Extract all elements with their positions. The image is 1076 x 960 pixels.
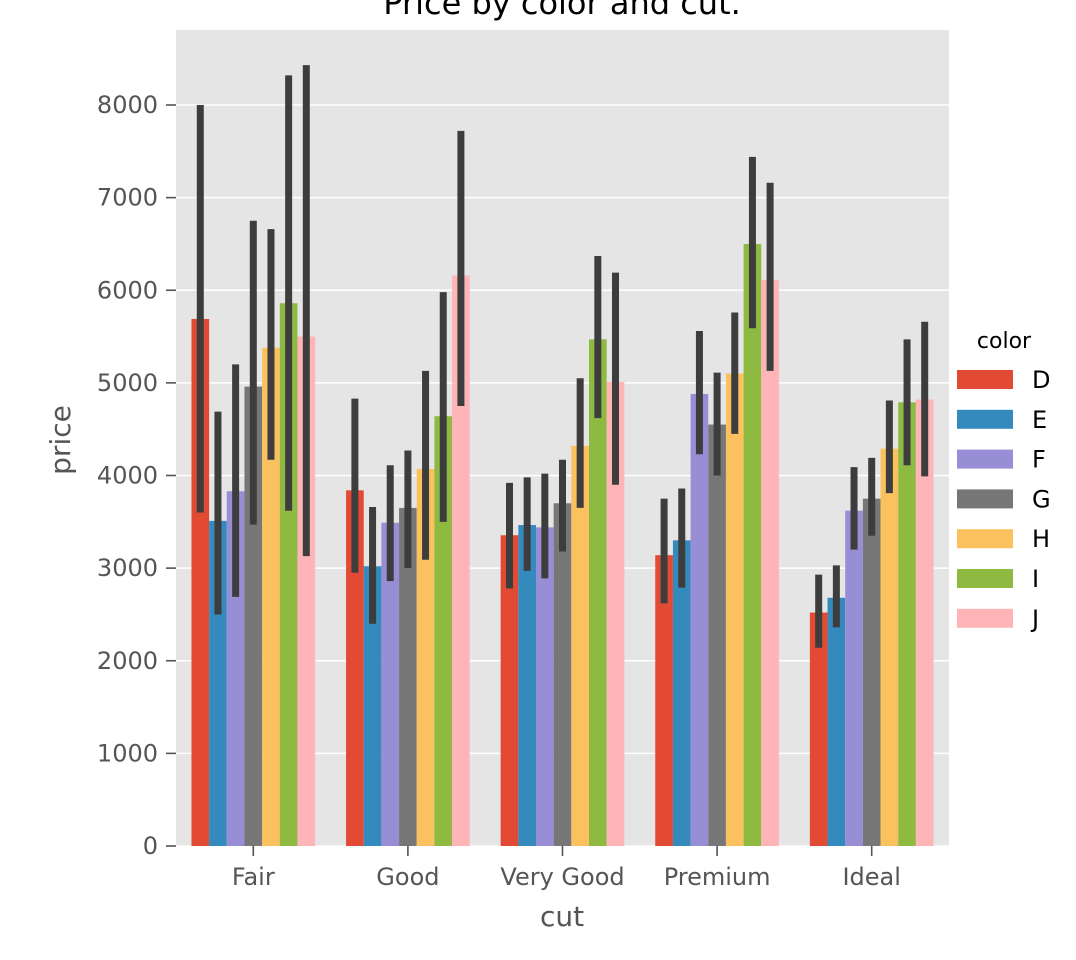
bar: [535, 527, 554, 846]
bar: [761, 280, 779, 846]
y-tick-label: 6000: [97, 276, 158, 304]
bar: [655, 555, 673, 846]
legend-label: H: [1032, 525, 1050, 553]
bar: [434, 416, 453, 846]
bar: [500, 535, 519, 846]
bar: [381, 522, 400, 846]
legend-swatch: [957, 489, 1013, 509]
bar: [862, 498, 881, 846]
bar: [606, 381, 625, 846]
bar: [809, 612, 828, 846]
bar: [244, 386, 263, 846]
bar: [518, 525, 536, 846]
bars: [191, 243, 934, 846]
bar: [672, 540, 691, 846]
y-tick-label: 5000: [97, 369, 158, 397]
y-tick-label: 0: [143, 832, 158, 860]
bar: [898, 402, 916, 846]
legend-swatch: [957, 449, 1013, 469]
bar: [915, 399, 934, 846]
x-tick-label: Ideal: [842, 863, 900, 891]
legend-swatch: [957, 569, 1013, 588]
bar: [452, 275, 470, 846]
y-tick-label: 2000: [97, 647, 158, 675]
x-tick-label: Fair: [232, 863, 275, 891]
bar: [297, 336, 316, 846]
bar: [363, 566, 382, 846]
bar: [262, 347, 280, 846]
legend-swatch: [957, 370, 1013, 389]
bar: [553, 503, 572, 846]
legend-swatch: [957, 529, 1013, 549]
legend-swatch: [957, 409, 1013, 429]
bar: [346, 490, 364, 846]
legend-title: color: [977, 329, 1032, 354]
legend-label: E: [1032, 406, 1047, 434]
y-tick-label: 3000: [97, 554, 158, 582]
bar: [725, 373, 744, 846]
bar: [708, 424, 726, 846]
legend-label: D: [1032, 366, 1050, 394]
legend-swatch: [957, 608, 1013, 628]
y-tick-label: 7000: [97, 184, 158, 212]
y-axis: 0 1000 2000 3000 4000 5000 6000 7000 8000: [97, 91, 176, 860]
x-axis: Fair Good Very Good Premium Ideal: [232, 846, 901, 891]
bar: [845, 510, 863, 846]
bar: [191, 318, 210, 846]
bar: [209, 520, 227, 846]
legend-label: J: [1030, 605, 1039, 633]
error-bars: [196, 65, 929, 648]
bar: [880, 448, 899, 846]
bar: [827, 597, 846, 846]
bar: [399, 507, 417, 846]
y-tick-label: 4000: [97, 462, 158, 490]
y-tick-label: 1000: [97, 739, 158, 767]
x-axis-label: cut: [540, 900, 584, 933]
bar: [226, 491, 245, 846]
bar: [416, 469, 435, 846]
bar: [571, 445, 590, 846]
legend-label: G: [1032, 485, 1051, 513]
legend-label: I: [1032, 565, 1039, 593]
bar: [743, 243, 762, 846]
y-axis-label: price: [44, 405, 77, 475]
bar: [690, 393, 709, 846]
legend-label: F: [1032, 446, 1046, 474]
x-tick-label: Very Good: [500, 863, 624, 891]
x-tick-label: Premium: [664, 863, 771, 891]
bar: [279, 303, 298, 846]
x-tick-label: Good: [376, 863, 439, 891]
chart-title: Price by color and cut.: [383, 0, 741, 22]
y-tick-label: 8000: [97, 91, 158, 119]
bar: [589, 339, 607, 846]
